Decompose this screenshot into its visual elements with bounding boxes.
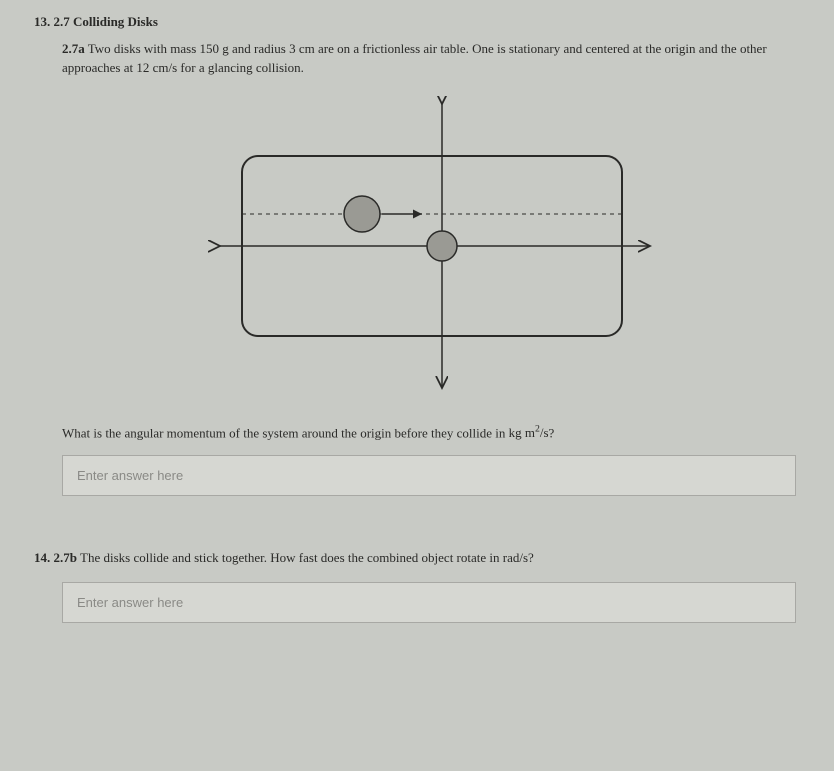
speed-value: 12 cm/s (136, 60, 177, 75)
collision-diagram (182, 96, 662, 396)
problem-2-7b: 14. 2.7b The disks collide and stick tog… (34, 550, 810, 566)
radius-value: 3 cm (289, 41, 315, 56)
section-heading: 13. 2.7 Colliding Disks (34, 14, 810, 30)
qa-text-1: What is the angular momentum of the syst… (62, 425, 509, 440)
q14-number: 14. (34, 550, 50, 565)
q14-text-2: ? (528, 550, 534, 565)
q14-unit: rad/s (503, 550, 528, 565)
question-2-7a: What is the angular momentum of the syst… (62, 424, 810, 441)
moving-disk (344, 196, 380, 232)
stationary-disk (427, 231, 457, 261)
answer-input-b[interactable]: Enter answer here (62, 582, 796, 623)
problem-label: 2.7a (62, 41, 85, 56)
diagram-container (34, 96, 810, 396)
section-title-text: Colliding Disks (73, 14, 158, 29)
q14-label: 2.7b (54, 550, 77, 565)
q14-text-1: The disks collide and stick together. Ho… (80, 550, 503, 565)
problem-text-4: for a glancing collision. (177, 60, 304, 75)
problem-text-1: Two disks with mass (88, 41, 200, 56)
section-number: 13. 2.7 (34, 14, 70, 29)
problem-text-2: and radius (229, 41, 289, 56)
qa-unit: kg m2/s (509, 425, 549, 440)
mass-value: 150 g (200, 41, 229, 56)
answer-input-a[interactable]: Enter answer here (62, 455, 796, 496)
problem-2-7a: 2.7a Two disks with mass 150 g and radiu… (62, 40, 810, 78)
qa-text-2: ? (549, 425, 555, 440)
